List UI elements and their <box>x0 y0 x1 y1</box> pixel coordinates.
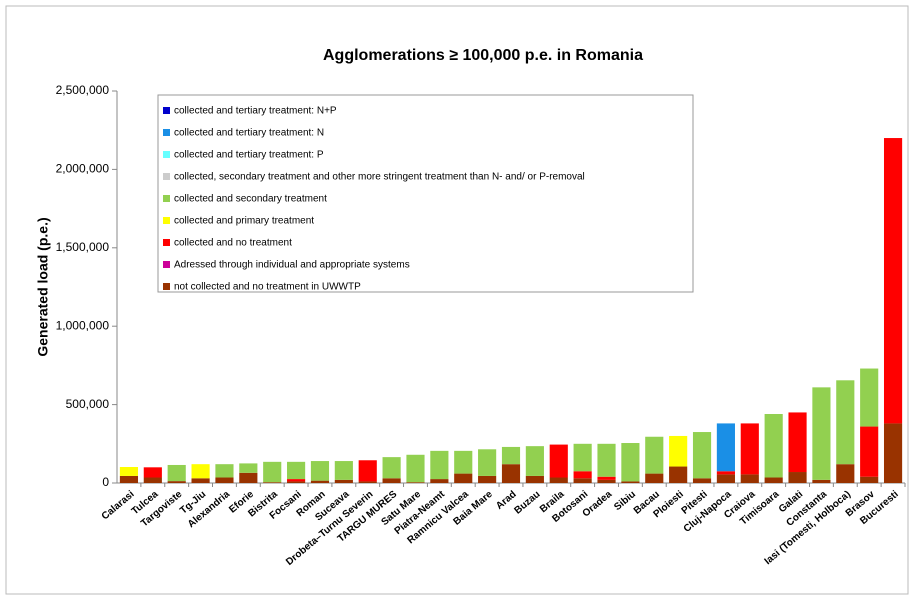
legend-label: collected and tertiary treatment: P <box>174 150 324 161</box>
legend-label: collected and tertiary treatment: N <box>174 128 324 139</box>
bar-segment <box>430 479 449 483</box>
bar-segment <box>645 473 664 483</box>
bar-segment <box>215 464 234 478</box>
bar-segment <box>764 414 783 478</box>
legend-label: collected and secondary treatment <box>174 194 327 205</box>
bar-segment <box>334 461 353 480</box>
bar-segment <box>143 477 162 483</box>
bar-segment <box>883 138 903 424</box>
legend-box <box>157 94 694 293</box>
y-tick-label: 500,000 <box>66 397 110 411</box>
legend-swatch <box>163 283 170 290</box>
bar-segment <box>597 443 616 477</box>
bar-segment <box>788 472 807 483</box>
bar-segment <box>549 444 568 478</box>
legend-swatch <box>163 195 170 202</box>
bar-segment <box>382 457 401 479</box>
bar-segment <box>239 463 258 473</box>
bar-segment <box>191 464 210 479</box>
legend-swatch <box>163 151 170 158</box>
legend-label: collected and no treatment <box>174 238 292 249</box>
chart-title: Agglomerations ≥ 100,000 p.e. in Romania <box>323 47 643 64</box>
bar-segment <box>334 479 353 483</box>
bar-segment <box>883 423 903 483</box>
bar-segment <box>597 479 616 483</box>
legend-swatch <box>163 217 170 224</box>
legend-label: Adressed through individual and appropri… <box>174 260 410 271</box>
legend-swatch <box>163 107 170 114</box>
bar-segment <box>287 479 306 482</box>
bar-segment <box>669 435 688 467</box>
bar-segment <box>740 474 759 483</box>
bar-segment <box>621 443 640 482</box>
bar-segment <box>645 436 664 474</box>
bar-segment <box>454 450 473 474</box>
bar-segment <box>812 479 831 483</box>
y-tick-label: 2,500,000 <box>56 83 110 97</box>
bar-segment <box>358 460 377 482</box>
bar-segment <box>716 471 735 475</box>
bar-segment <box>119 475 139 483</box>
bar-segment <box>287 461 306 480</box>
bar-segment <box>621 481 640 483</box>
legend-label: collected and primary treatment <box>174 216 314 227</box>
bar-segment <box>263 482 282 483</box>
bar-segment <box>215 477 234 483</box>
bar-segment <box>525 475 544 483</box>
legend-swatch <box>163 261 170 268</box>
y-axis-label: Generated load (p.e.) <box>35 217 51 356</box>
y-tick-label: 1,500,000 <box>56 240 110 254</box>
bar-segment <box>143 467 162 478</box>
bar-segment <box>167 464 186 482</box>
bar-segment <box>764 477 783 483</box>
bar-segment <box>119 467 139 476</box>
bar-segment <box>191 478 210 483</box>
bar-segment <box>239 472 258 483</box>
bar-segment <box>740 423 759 475</box>
legend-label: collected and tertiary treatment: N+P <box>174 106 337 117</box>
bar-segment <box>454 473 473 483</box>
bar-segment <box>167 481 186 483</box>
bar-segment <box>358 481 377 483</box>
bar-segment <box>860 426 879 477</box>
y-tick-label: 1,000,000 <box>56 318 110 332</box>
legend-label: not collected and no treatment in UWWTP <box>174 282 361 293</box>
bar-segment <box>812 387 831 480</box>
legend-swatch <box>163 173 170 180</box>
bar-segment <box>836 464 855 483</box>
bar-segment <box>836 380 855 465</box>
bar-segment <box>716 423 735 472</box>
bar-segment <box>692 432 712 479</box>
bar-segment <box>573 478 592 483</box>
bar-segment <box>501 464 521 483</box>
bar-segment <box>549 477 568 483</box>
bar-segment <box>406 482 425 483</box>
bar-segment <box>597 476 616 480</box>
bar-segment <box>716 474 735 483</box>
bar-segment <box>287 481 306 483</box>
bar-segment <box>478 475 497 483</box>
legend-label: collected, secondary treatment and other… <box>174 172 585 183</box>
bar-segment <box>573 471 592 479</box>
legend-swatch <box>163 239 170 246</box>
y-tick-label: 2,000,000 <box>56 162 110 176</box>
bar-segment <box>310 480 330 483</box>
bar-segment <box>860 476 879 483</box>
y-tick-label: 0 <box>102 475 109 489</box>
bar-segment <box>382 478 401 483</box>
legend-swatch <box>163 129 170 136</box>
bar-segment <box>573 443 592 472</box>
bar-segment <box>692 478 712 483</box>
bar-segment <box>310 461 330 481</box>
bar-segment <box>263 461 282 483</box>
bar-segment <box>669 466 688 483</box>
bar-segment <box>788 412 807 473</box>
bar-segment <box>525 446 544 476</box>
bar-segment <box>478 449 497 476</box>
bar-segment <box>501 446 521 465</box>
bar-segment <box>430 450 449 480</box>
bar-segment <box>406 454 425 483</box>
bar-segment <box>860 368 879 427</box>
